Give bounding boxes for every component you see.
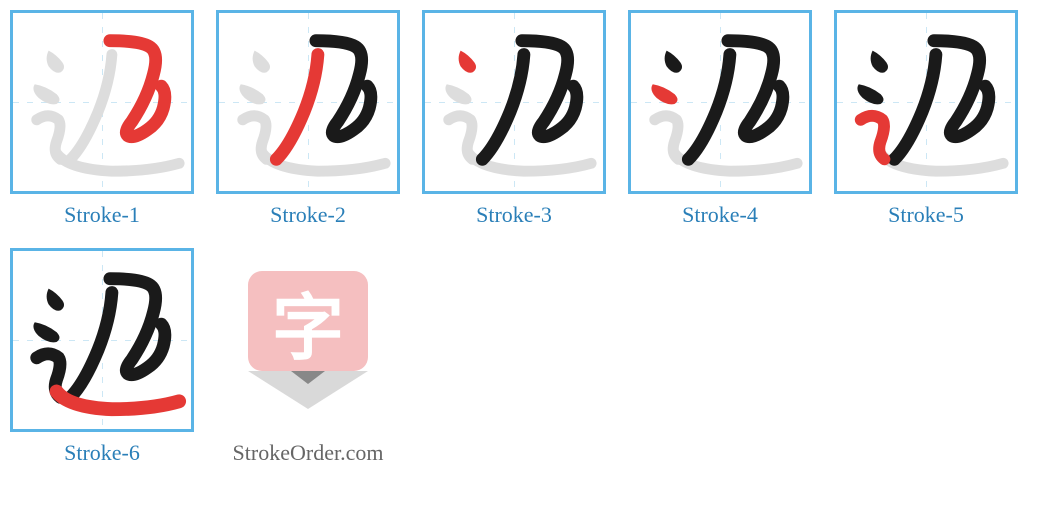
logo-character: 字	[272, 269, 344, 374]
stroke-box-1	[10, 10, 194, 194]
pencil-lead-icon	[291, 371, 325, 384]
stroke-label-6: Stroke-6	[64, 440, 140, 466]
stroke-label-2: Stroke-2	[270, 202, 346, 228]
stroke-cell-4: Stroke-4	[628, 10, 812, 228]
stroke-box-2	[216, 10, 400, 194]
glyph-svg-5	[837, 13, 1015, 191]
glyph-svg-2	[219, 13, 397, 191]
stroke-box-4	[628, 10, 812, 194]
logo-badge: 字	[248, 271, 368, 371]
stroke-label-4: Stroke-4	[682, 202, 758, 228]
stroke-box-3	[422, 10, 606, 194]
logo-cell: 字 StrokeOrder.com	[216, 248, 400, 466]
stroke-label-1: Stroke-1	[64, 202, 140, 228]
pencil-tip-icon	[248, 371, 368, 409]
stroke-grid: Stroke-1 Stroke-2	[10, 10, 1040, 466]
glyph-svg-1	[13, 13, 191, 191]
glyph-svg-3	[425, 13, 603, 191]
stroke-cell-3: Stroke-3	[422, 10, 606, 228]
stroke-cell-6: Stroke-6	[10, 248, 194, 466]
stroke-label-3: Stroke-3	[476, 202, 552, 228]
glyph-svg-4	[631, 13, 809, 191]
site-logo: 字	[216, 248, 400, 432]
stroke-cell-1: Stroke-1	[10, 10, 194, 228]
glyph-svg-6	[13, 251, 191, 429]
stroke-cell-2: Stroke-2	[216, 10, 400, 228]
stroke-label-5: Stroke-5	[888, 202, 964, 228]
stroke-box-6	[10, 248, 194, 432]
stroke-box-5	[834, 10, 1018, 194]
stroke-cell-5: Stroke-5	[834, 10, 1018, 228]
site-label: StrokeOrder.com	[233, 440, 384, 466]
